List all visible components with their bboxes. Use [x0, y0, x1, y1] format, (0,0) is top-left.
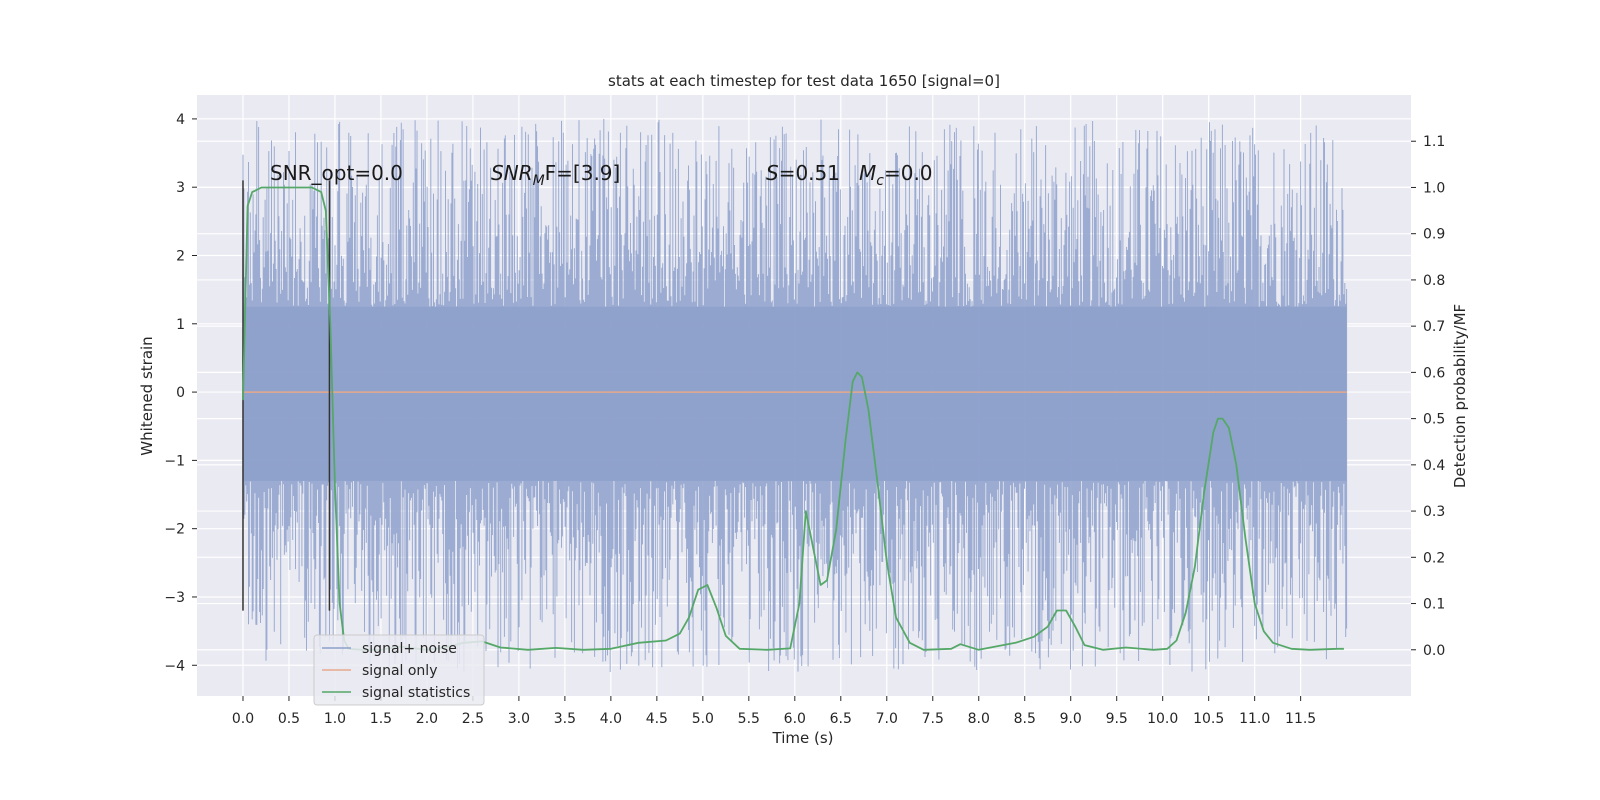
y2-tick-label: 0.5	[1423, 412, 1445, 428]
y-tick-label: 0	[176, 385, 185, 401]
y-tick-label: 4	[176, 112, 185, 128]
annotations: SNR_opt=0.0 SNRMF=[3.9] S=0.51 Mc=0.0	[270, 161, 933, 189]
x-tick-label: 4.5	[646, 711, 668, 727]
y2-tick-label: 0.7	[1423, 319, 1445, 335]
x-tick-label: 11.5	[1285, 711, 1316, 727]
y2-tick-labels: 1.1 1.0 0.9 0.8 0.7 0.6 0.5 0.4 0.3 0.2 0.1 0.0	[1411, 134, 1445, 659]
y2-tick-label: 0.2	[1423, 550, 1445, 566]
x-tick-label: 8.0	[968, 711, 990, 727]
y2-tick-label: 0.8	[1423, 273, 1445, 289]
annotation-snr-opt: SNR_opt=0.0	[270, 161, 403, 185]
y-tick-label: 3	[176, 180, 185, 196]
x-tick-label: 4.0	[600, 711, 622, 727]
y2-tick-label: 0.9	[1423, 227, 1445, 243]
x-tick-label: 1.0	[324, 711, 346, 727]
x-tick-label: 8.5	[1014, 711, 1036, 727]
x-tick-label: 10.0	[1147, 711, 1178, 727]
annotation-s: S=0.51	[766, 161, 840, 185]
y-tick-labels: 4 3 2 1 0 −1 −2 −3 −4	[164, 112, 197, 674]
legend-label-signal-statistics: signal statistics	[362, 685, 470, 701]
x-axis-label: Time (s)	[772, 729, 834, 747]
y-tick-label: −1	[164, 453, 185, 469]
legend: signal+ noise signal only signal statist…	[313, 634, 485, 706]
y-tick-label: 2	[176, 248, 185, 264]
x-tick-labels: 0.0 0.5 1.0 1.5 2.0 2.5 3.0 3.5 4.0 4.5 5.0 5.5 6.0 6…	[232, 696, 1316, 727]
x-tick-label: 3.0	[508, 711, 530, 727]
y-tick-label: −4	[164, 658, 185, 674]
annotation-mc: Mc=0.0	[859, 161, 933, 189]
y2-tick-label: 0.3	[1423, 504, 1445, 520]
x-tick-label: 10.5	[1193, 711, 1224, 727]
x-tick-label: 9.5	[1106, 711, 1128, 727]
x-tick-label: 1.5	[370, 711, 392, 727]
x-tick-label: 6.0	[784, 711, 806, 727]
y2-tick-label: 0.0	[1423, 643, 1445, 659]
noise-series	[242, 118, 1348, 672]
x-tick-label: 3.5	[554, 711, 576, 727]
y2-tick-label: 0.6	[1423, 365, 1445, 381]
y2-tick-label: 1.0	[1423, 180, 1445, 196]
y2-axis-label: Detection probability/MF	[1451, 304, 1469, 488]
x-tick-label: 6.5	[830, 711, 852, 727]
y-tick-label: −3	[164, 590, 185, 606]
y2-tick-label: 1.1	[1423, 134, 1445, 150]
x-tick-label: 5.5	[738, 711, 760, 727]
x-tick-label: 5.0	[692, 711, 714, 727]
y-axis-label: Whitened strain	[138, 336, 156, 455]
x-tick-label: 11.0	[1239, 711, 1270, 727]
y2-tick-label: 0.4	[1423, 458, 1445, 474]
chart-title: stats at each timestep for test data 165…	[608, 72, 1000, 90]
x-tick-label: 2.5	[462, 711, 484, 727]
x-tick-label: 2.0	[416, 711, 438, 727]
x-tick-label: 9.0	[1060, 711, 1082, 727]
legend-label-signal-only: signal only	[362, 663, 437, 679]
annotation-snr-mf: SNRMF=[3.9]	[491, 161, 620, 189]
x-tick-label: 0.0	[232, 711, 254, 727]
y-tick-label: −2	[164, 522, 185, 538]
x-tick-label: 7.5	[922, 711, 944, 727]
y2-tick-label: 0.1	[1423, 597, 1445, 613]
legend-label-signal-noise: signal+ noise	[362, 641, 457, 657]
x-tick-label: 7.0	[876, 711, 898, 727]
y-tick-label: 1	[176, 317, 185, 333]
legend-box	[313, 634, 485, 706]
x-tick-label: 0.5	[278, 711, 300, 727]
